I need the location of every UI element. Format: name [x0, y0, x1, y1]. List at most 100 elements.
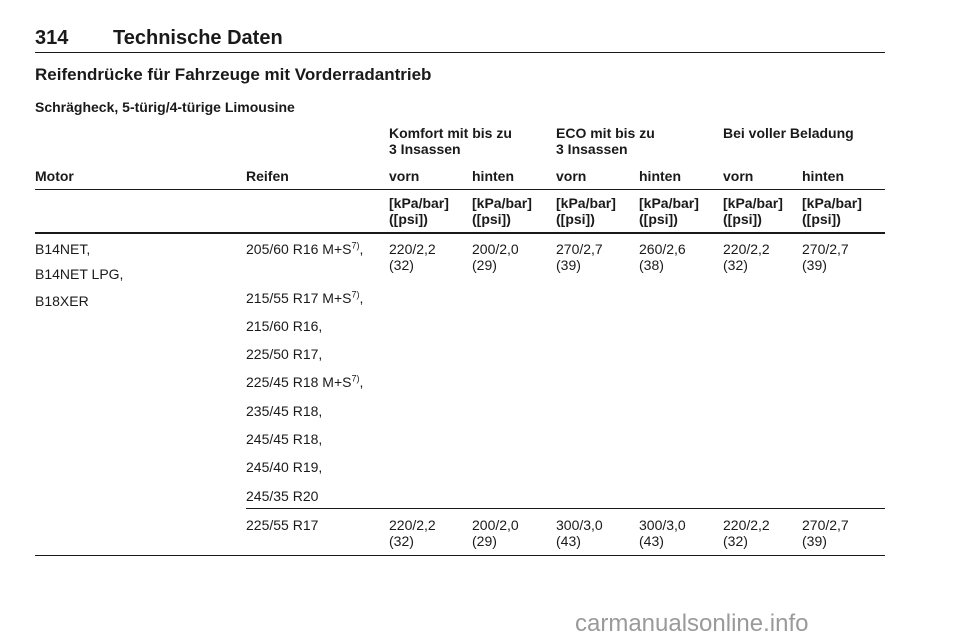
tyre-cell: 245/35 R20 — [246, 488, 319, 504]
unit-kpa: [kPa/bar] — [723, 195, 783, 211]
unit-kpa: [kPa/bar] — [472, 195, 532, 211]
section-title: Reifendrücke für Fahrzeuge mit Vorderrad… — [35, 65, 432, 84]
unit-kpa: [kPa/bar] — [802, 195, 862, 211]
unit-kpa: [kPa/bar] — [556, 195, 616, 211]
pressure-cell: 270/2,7 (39) — [802, 517, 849, 549]
unit-psi: ([psi]) — [556, 211, 595, 227]
pressure-cell: 300/3,0 (43) — [556, 517, 603, 549]
group-header-eco: ECO mit bis zu 3 Insassen — [556, 125, 655, 157]
tyre-cell: 245/45 R18, — [246, 431, 323, 447]
column-header-vorn: vorn — [723, 168, 754, 184]
pressure-cell: 200/2,0 (29) — [472, 241, 519, 273]
group-header-line: 3 Insassen — [389, 141, 461, 157]
tyre-cell: 235/45 R18, — [246, 403, 323, 419]
pressure-psi: (32) — [723, 533, 748, 549]
pressure-kpa: 220/2,2 — [389, 241, 436, 257]
watermark: carmanualsonline.info — [575, 610, 809, 637]
pressure-psi: (43) — [639, 533, 664, 549]
pressure-psi: (29) — [472, 533, 497, 549]
pressure-cell: 300/3,0 (43) — [639, 517, 686, 549]
subsection-title: Schrägheck, 5-türig/4-türige Limousine — [35, 99, 295, 115]
tyre-cell: 225/50 R17, — [246, 346, 323, 362]
footnote-ref: 7) — [351, 240, 360, 251]
unit-psi: ([psi]) — [802, 211, 841, 227]
pressure-cell: 220/2,2 (32) — [723, 241, 770, 273]
column-header-hinten: hinten — [802, 168, 844, 184]
pressure-cell: 270/2,7 (39) — [802, 241, 849, 273]
pressure-kpa: 220/2,2 — [389, 517, 436, 533]
unit-kpa: [kPa/bar] — [389, 195, 449, 211]
column-header-hinten: hinten — [639, 168, 681, 184]
pressure-psi: (38) — [639, 257, 664, 273]
page-number: 314 — [35, 27, 69, 49]
tyre-size: 205/60 R16 M+S — [246, 241, 352, 257]
pressure-psi: (39) — [556, 257, 581, 273]
header-bottom-rule — [35, 232, 885, 234]
tyre-size: 215/55 R17 M+S — [246, 290, 352, 306]
unit-header: [kPa/bar] ([psi]) — [556, 195, 616, 227]
pressure-psi: (32) — [389, 533, 414, 549]
tyre-cell: 225/55 R17 — [246, 517, 319, 533]
pressure-psi: (39) — [802, 257, 827, 273]
group-header-full-load: Bei voller Beladung — [723, 125, 854, 141]
pressure-cell: 220/2,2 (32) — [723, 517, 770, 549]
pressure-kpa: 200/2,0 — [472, 241, 519, 257]
tyre-separator: , — [359, 241, 364, 257]
pressure-kpa: 220/2,2 — [723, 517, 770, 533]
tyre-separator: , — [359, 374, 364, 390]
column-header-motor: Motor — [35, 168, 74, 184]
tyre-cell: 245/40 R19, — [246, 459, 323, 475]
footnote-ref: 7) — [351, 373, 360, 384]
tyre-cell: 205/60 R16 M+S7), — [246, 241, 363, 257]
unit-header: [kPa/bar] ([psi]) — [389, 195, 449, 227]
motor-cell: B14NET, — [35, 241, 91, 257]
group-header-line: Bei voller Beladung — [723, 125, 854, 141]
pressure-kpa: 270/2,7 — [556, 241, 603, 257]
unit-kpa: [kPa/bar] — [639, 195, 699, 211]
motor-cell: B18XER — [35, 293, 89, 309]
footnote-ref: 7) — [351, 289, 360, 300]
column-header-hinten: hinten — [472, 168, 514, 184]
pressure-cell: 270/2,7 (39) — [556, 241, 603, 273]
pressure-kpa: 270/2,7 — [802, 241, 849, 257]
group-header-komfort: Komfort mit bis zu 3 Insassen — [389, 125, 512, 157]
pressure-psi: (32) — [389, 257, 414, 273]
unit-psi: ([psi]) — [389, 211, 428, 227]
pressure-kpa: 260/2,6 — [639, 241, 686, 257]
column-header-reifen: Reifen — [246, 168, 289, 184]
page-title: Technische Daten — [113, 27, 283, 49]
tyre-cell: 215/55 R17 M+S7), — [246, 290, 363, 306]
row-divider — [246, 508, 885, 509]
unit-psi: ([psi]) — [639, 211, 678, 227]
pressure-psi: (32) — [723, 257, 748, 273]
header-divider — [35, 189, 885, 190]
motor-cell: B14NET LPG, — [35, 266, 124, 282]
unit-header: [kPa/bar] ([psi]) — [639, 195, 699, 227]
pressure-cell: 220/2,2 (32) — [389, 517, 436, 549]
header-rule — [35, 52, 885, 53]
unit-psi: ([psi]) — [723, 211, 762, 227]
unit-header: [kPa/bar] ([psi]) — [802, 195, 862, 227]
tyre-cell: 225/45 R18 M+S7), — [246, 374, 363, 390]
pressure-kpa: 300/3,0 — [556, 517, 603, 533]
tyre-size: 225/45 R18 M+S — [246, 374, 352, 390]
pressure-cell: 200/2,0 (29) — [472, 517, 519, 549]
group-header-line: ECO mit bis zu — [556, 125, 655, 141]
pressure-kpa: 200/2,0 — [472, 517, 519, 533]
pressure-kpa: 270/2,7 — [802, 517, 849, 533]
group-header-line: Komfort mit bis zu — [389, 125, 512, 141]
unit-header: [kPa/bar] ([psi]) — [472, 195, 532, 227]
pressure-psi: (43) — [556, 533, 581, 549]
pressure-cell: 260/2,6 (38) — [639, 241, 686, 273]
group-header-line: 3 Insassen — [556, 141, 628, 157]
column-header-vorn: vorn — [556, 168, 587, 184]
tyre-separator: , — [359, 290, 364, 306]
table-bottom-rule — [35, 555, 885, 556]
unit-psi: ([psi]) — [472, 211, 511, 227]
pressure-kpa: 300/3,0 — [639, 517, 686, 533]
pressure-psi: (39) — [802, 533, 827, 549]
column-header-vorn: vorn — [389, 168, 420, 184]
pressure-psi: (29) — [472, 257, 497, 273]
unit-header: [kPa/bar] ([psi]) — [723, 195, 783, 227]
tyre-cell: 215/60 R16, — [246, 318, 323, 334]
